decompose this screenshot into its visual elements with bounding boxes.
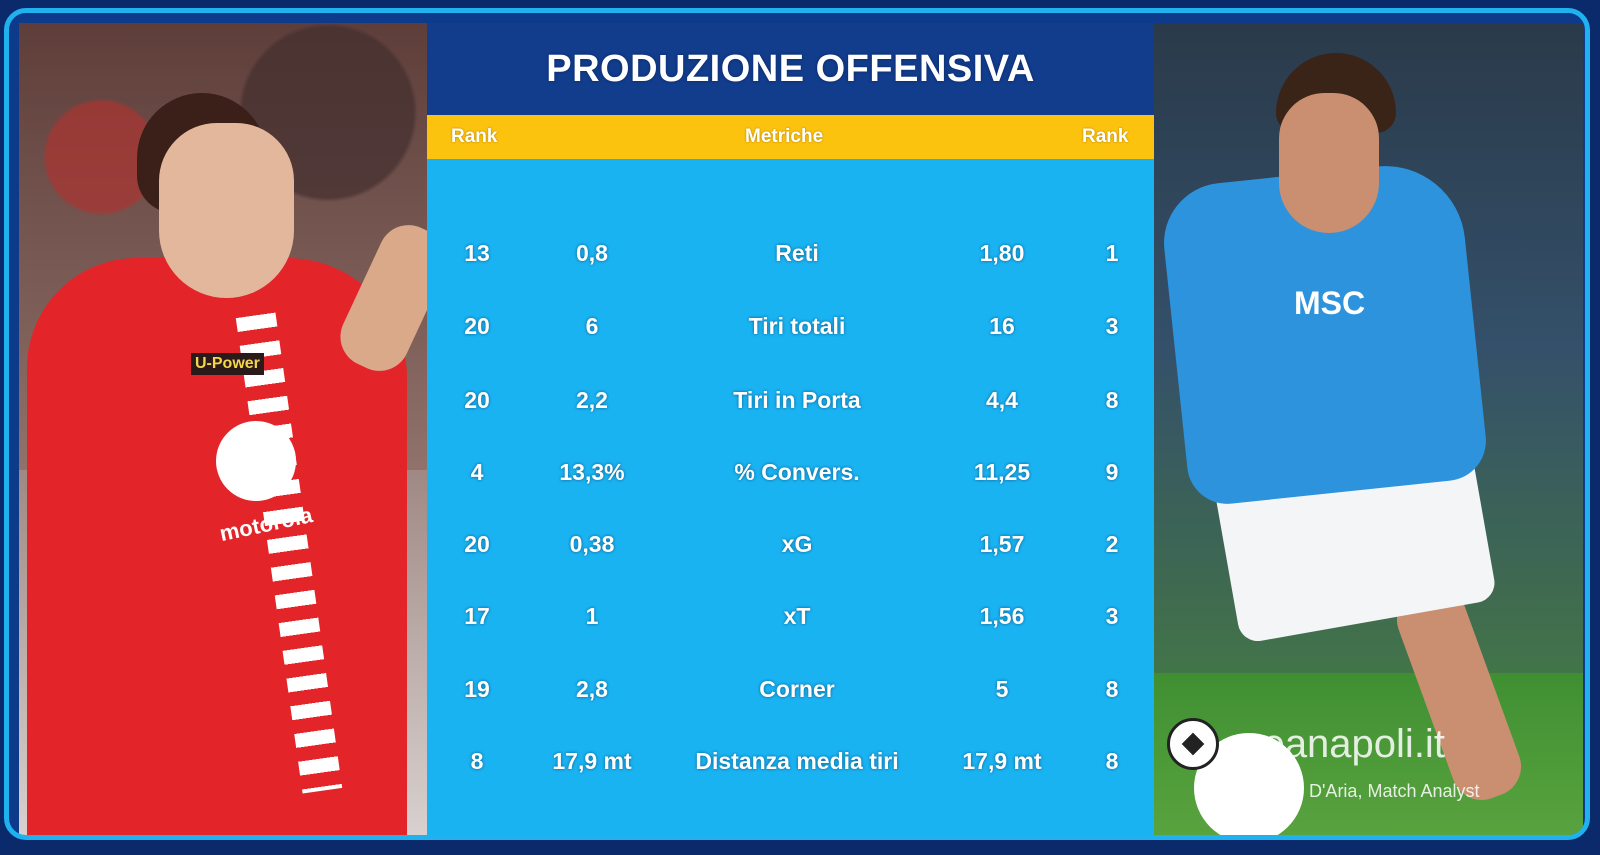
table-row: 20 6 Tiri totali 16 3 — [427, 306, 1154, 346]
right-value: 1,56 — [979, 603, 1025, 629]
left-rank: 20 — [464, 313, 490, 339]
left-player-photo: U-Power motorola — [19, 23, 431, 835]
header-left-rank: Rank — [451, 126, 498, 147]
table-row: 8 17,9 mt Distanza media tiri 17,9 mt 8 — [427, 741, 1154, 781]
right-rank: 9 — [1105, 459, 1119, 485]
left-rank: 19 — [464, 676, 490, 702]
right-rank: 8 — [1105, 676, 1119, 702]
page-title: PRODUZIONE OFFENSIVA — [546, 47, 1035, 90]
table-row: 20 2,2 Tiri in Porta 4,4 8 — [427, 380, 1154, 420]
table-row: 17 1 xT 1,56 3 — [427, 596, 1154, 636]
right-rank: 1 — [1105, 240, 1119, 266]
table-row: 13 0,8 Reti 1,80 1 — [427, 233, 1154, 273]
right-player-head — [1279, 93, 1379, 233]
left-value: 2,8 — [576, 676, 608, 702]
metric-label: % Convers. — [734, 459, 860, 485]
motorola-logo-icon — [216, 421, 296, 501]
right-rank: 8 — [1105, 387, 1119, 413]
left-rank: 13 — [464, 240, 490, 266]
left-rank: 4 — [470, 459, 484, 485]
right-player-photo: MSC — [1154, 23, 1583, 835]
left-rank: 17 — [464, 603, 490, 629]
header-right-rank: Rank — [1082, 126, 1129, 147]
right-value: 1,57 — [979, 531, 1025, 557]
stats-table: PRODUZIONE OFFENSIVA Rank Metriche Rank … — [427, 23, 1154, 835]
header-metric: Metriche — [745, 126, 824, 147]
left-value: 0,8 — [576, 240, 608, 266]
right-rank: 8 — [1105, 748, 1119, 774]
jersey-sponsor-upower: U-Power — [191, 353, 264, 375]
left-value: 13,3% — [559, 459, 625, 485]
right-value: 11,25 — [973, 459, 1031, 485]
right-value: 16 — [989, 313, 1015, 339]
left-value: 1 — [585, 603, 599, 629]
table-row: 4 13,3% % Convers. 11,25 9 — [427, 452, 1154, 492]
table-row: 20 0,38 xG 1,57 2 — [427, 524, 1154, 564]
metric-label: Reti — [775, 240, 819, 266]
left-value: 6 — [585, 313, 599, 339]
jersey-sponsor-msc: MSC — [1294, 285, 1366, 321]
metric-label: Tiri in Porta — [733, 387, 861, 413]
left-rank: 20 — [464, 531, 490, 557]
right-rank: 3 — [1105, 313, 1119, 339]
left-value: 2,2 — [576, 387, 608, 413]
left-value: 17,9 mt — [552, 748, 632, 774]
table-header: Rank Metriche Rank — [427, 115, 1154, 159]
metric-label: xT — [783, 603, 811, 629]
right-value: 1,80 — [979, 240, 1025, 266]
site-watermark: areanapoli.it — [1167, 718, 1445, 770]
metric-label: Distanza media tiri — [695, 748, 899, 774]
right-value: 4,4 — [986, 387, 1018, 413]
right-rank: 2 — [1105, 531, 1119, 557]
watermark-site: areanapoli.it — [1227, 721, 1445, 766]
left-rank: 20 — [464, 387, 490, 413]
left-rank: 8 — [470, 748, 484, 774]
metric-label: Tiri totali — [748, 313, 846, 339]
soccer-ball-icon — [1167, 718, 1219, 770]
metric-label: Corner — [759, 676, 835, 702]
left-player-head — [159, 123, 294, 298]
table-row: 19 2,8 Corner 5 8 — [427, 669, 1154, 709]
metric-label: xG — [781, 531, 813, 557]
title-bar: PRODUZIONE OFFENSIVA — [427, 23, 1154, 115]
right-value: 17,9 mt — [962, 748, 1042, 774]
infographic-frame: U-Power motorola PRODUZIONE OFFENSIVA Ra… — [4, 8, 1590, 840]
right-rank: 3 — [1105, 603, 1119, 629]
right-value: 5 — [995, 676, 1009, 702]
analyst-credit: D'Aria, Match Analyst — [1309, 781, 1480, 801]
left-value: 0,38 — [569, 531, 615, 557]
